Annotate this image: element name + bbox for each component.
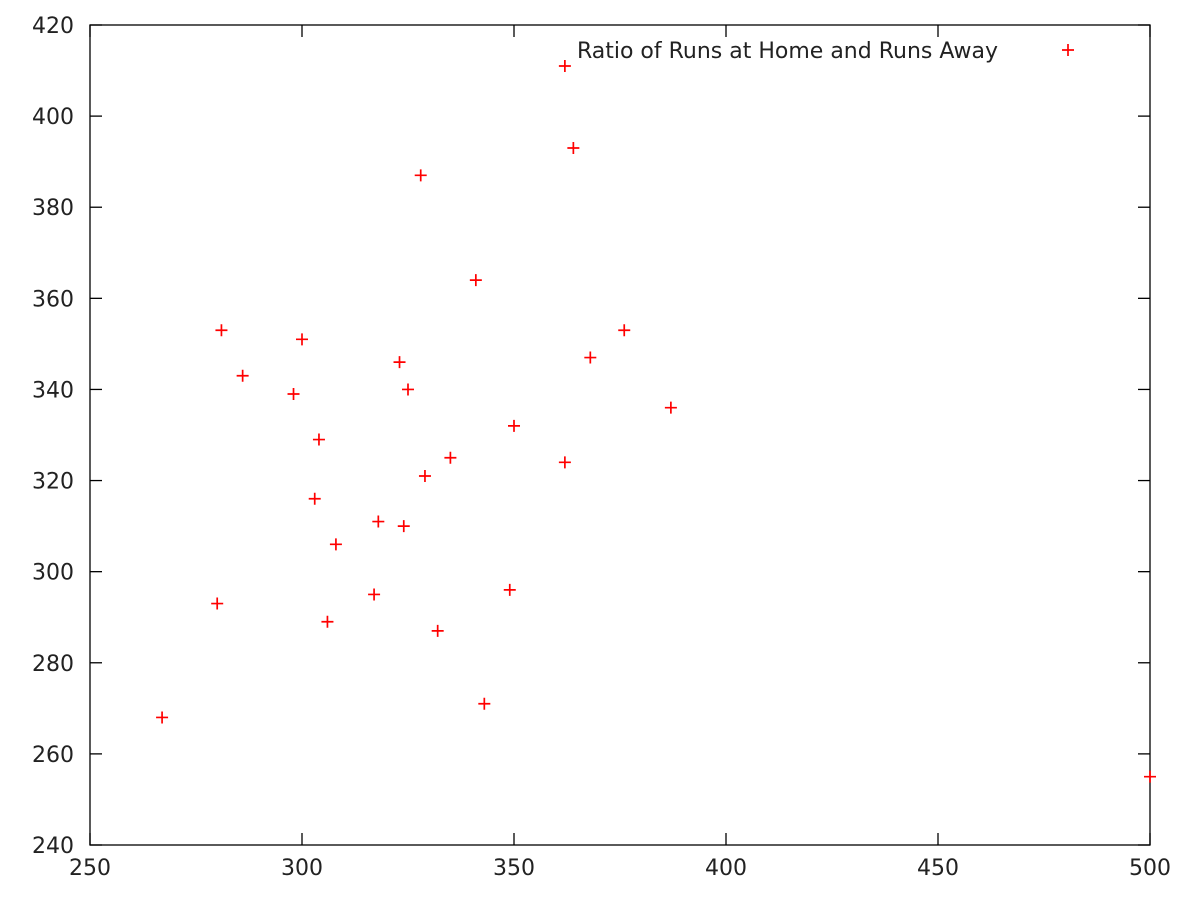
data-point: 308, 306	[329, 538, 342, 551]
plus-marker: 304, 329	[312, 433, 325, 446]
data-point: 324, 310	[397, 520, 410, 533]
plus-marker: 329, 321	[418, 470, 431, 482]
data-point: 341, 364	[469, 274, 482, 287]
y-tick-label: 300	[32, 561, 74, 586]
plot-frame	[89, 24, 1151, 846]
x-tick-label: 400	[705, 856, 747, 881]
data-point: 298, 339	[287, 388, 300, 400]
plus-marker: 280, 293	[211, 597, 224, 610]
y-tick-label: 240	[32, 834, 74, 859]
plus-marker: 364, 393	[567, 142, 580, 154]
data-point: 387, 336	[664, 401, 677, 414]
data-point: 300, 351	[296, 333, 308, 346]
data-point: 343, 271	[478, 697, 491, 710]
plus-marker: 306, 289	[321, 615, 334, 628]
plus-marker: 332, 287	[431, 624, 444, 637]
data-point: 500, 255	[1144, 770, 1156, 783]
plus-marker: 343, 271	[478, 697, 491, 710]
plus-marker: 267, 268	[156, 711, 169, 724]
legend-label: Ratio of Runs at Home and Runs Away	[577, 39, 998, 64]
data-point: 286, 343	[236, 369, 249, 382]
plus-marker: 286, 343	[236, 369, 249, 382]
x-tick-label: 450	[917, 856, 959, 881]
x-tick-label: 350	[493, 856, 535, 881]
y-tick-label: 260	[32, 743, 74, 768]
plus-marker: 376, 353	[618, 324, 631, 337]
x-tick-label: 500	[1129, 856, 1171, 881]
data-point: 368, 347	[584, 351, 597, 364]
data-point: 328, 387	[414, 169, 427, 182]
data-point: 329, 321	[418, 470, 431, 482]
y-tick-label: 380	[32, 196, 74, 221]
plus-marker: 324, 310	[397, 520, 410, 533]
data-point: 335, 325	[444, 451, 457, 464]
data-point: 376, 353	[618, 324, 631, 337]
data-points: 362, 411 364, 393 328, 387 341, 364 281, 353…	[156, 60, 1156, 783]
data-point: 362, 411	[558, 60, 571, 72]
data-point: 317, 295	[368, 588, 381, 601]
data-point: 304, 329	[312, 433, 325, 446]
x-tick-label: 300	[281, 856, 323, 881]
plus-marker: 362, 411	[558, 60, 571, 72]
legend: Ratio of Runs at Home and Runs Away	[577, 39, 1074, 64]
plus-marker: 281, 353	[215, 324, 228, 337]
data-point: 362, 324	[558, 456, 571, 469]
plus-marker: 328, 387	[414, 169, 427, 182]
data-point: 325, 340	[402, 383, 414, 396]
plus-marker: 303, 316	[308, 492, 321, 505]
plus-marker: 325, 340	[402, 383, 414, 396]
y-tick-label: 340	[32, 378, 74, 403]
plus-marker: 317, 295	[368, 588, 381, 601]
data-point: 332, 287	[431, 624, 444, 637]
y-tick-label: 420	[32, 14, 74, 39]
data-point: 267, 268	[156, 711, 169, 724]
plus-marker: 362, 324	[558, 456, 571, 469]
data-point: 306, 289	[321, 615, 334, 628]
axes: 250 300 350 400 450 500 240 260 280 300 320 340 360 3…	[32, 14, 1171, 881]
plus-marker: 368, 347	[584, 351, 597, 364]
data-point: 280, 293	[211, 597, 224, 610]
plus-marker: 323, 346	[393, 356, 406, 369]
plus-marker: 308, 306	[329, 538, 342, 551]
y-tick-label: 360	[32, 287, 74, 312]
data-point: 318, 311	[372, 515, 385, 528]
plus-marker: 298, 339	[287, 388, 300, 400]
data-point: 350, 332	[508, 419, 520, 432]
y-tick-label: 400	[32, 105, 74, 130]
plus-marker: 318, 311	[372, 515, 385, 528]
legend-marker	[1062, 44, 1074, 56]
data-point: 349, 296	[503, 583, 516, 596]
plus-marker: 335, 325	[444, 451, 457, 464]
plus-marker: 500, 255	[1144, 770, 1156, 783]
x-tick-label: 250	[69, 856, 111, 881]
plus-marker: 350, 332	[508, 419, 520, 432]
plus-marker: 387, 336	[664, 401, 677, 414]
y-tick-label: 280	[32, 652, 74, 677]
plus-marker: 341, 364	[469, 274, 482, 287]
data-point: 303, 316	[308, 492, 321, 505]
data-point: 364, 393	[567, 142, 580, 154]
data-point: 281, 353	[215, 324, 228, 337]
plus-marker: 300, 351	[296, 333, 308, 346]
data-point: 323, 346	[393, 356, 406, 369]
plus-marker: 349, 296	[503, 583, 516, 596]
y-tick-label: 320	[32, 470, 74, 495]
